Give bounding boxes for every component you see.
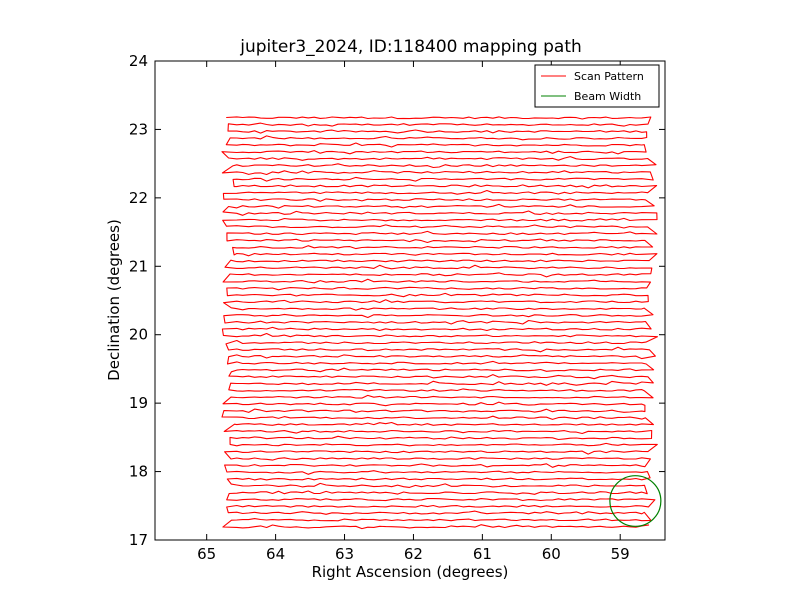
y-tick-label: 18 <box>129 463 148 481</box>
legend-box <box>534 64 660 108</box>
x-tick-label: 63 <box>335 545 354 563</box>
plot-frame <box>154 60 666 541</box>
legend-beam-label: Beam Width <box>574 90 641 103</box>
chart-title: jupiter3_2024, ID:118400 mapping path <box>239 37 582 57</box>
x-tick-label: 60 <box>542 545 561 563</box>
axis-ticks: 65 64 63 62 61 60 59 17 18 19 20 21 22 23 24 <box>129 52 665 563</box>
y-axis-label: Declination (degrees) <box>105 219 123 381</box>
legend-scan-label: Scan Pattern <box>574 70 644 83</box>
y-tick-label: 24 <box>129 52 148 70</box>
beam-width-circle <box>609 475 662 527</box>
scan-pattern-series <box>221 116 658 530</box>
x-tick-label: 59 <box>611 545 630 563</box>
beam-width-series <box>609 475 662 527</box>
y-tick-label: 19 <box>129 394 148 412</box>
x-tick-label: 62 <box>404 545 423 563</box>
y-tick-label: 22 <box>129 189 148 207</box>
x-tick-label: 61 <box>473 545 492 563</box>
scan-pattern-line <box>221 116 658 530</box>
y-tick-label: 17 <box>129 531 148 549</box>
x-axis-label: Right Ascension (degrees) <box>312 563 509 581</box>
x-tick-label: 64 <box>266 545 285 563</box>
y-tick-label: 23 <box>129 120 148 138</box>
legend: Scan Pattern Beam Width <box>534 64 660 108</box>
y-tick-label: 20 <box>129 326 148 344</box>
x-tick-label: 65 <box>197 545 216 563</box>
y-tick-label: 21 <box>129 257 148 275</box>
